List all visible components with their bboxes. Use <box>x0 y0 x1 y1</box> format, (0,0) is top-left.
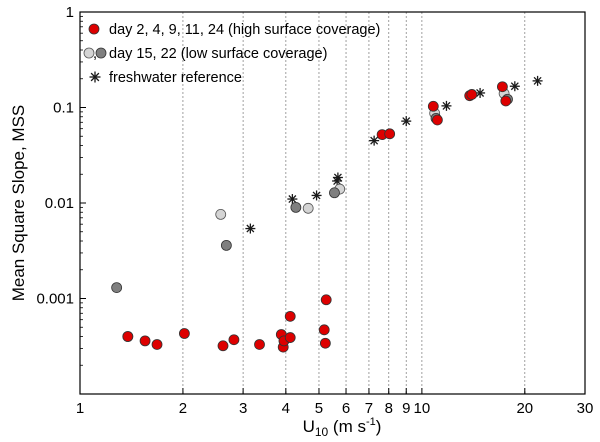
data-point-low-dark-3 <box>329 187 340 199</box>
data-point-low-dark-2 <box>290 201 302 213</box>
x-tick-label-6: 6 <box>342 400 350 417</box>
legend-marker-low-dark <box>95 47 107 59</box>
data-point-low-light-1 <box>215 208 227 220</box>
data-point-high-5 <box>228 334 240 346</box>
legend-marker-reference <box>89 71 101 83</box>
data-point-high-2 <box>151 339 163 350</box>
data-point-high-3 <box>178 328 190 339</box>
data-point-reference-9 <box>509 81 520 92</box>
x-tick-label-3: 3 <box>239 400 247 417</box>
legend-marker-low-light <box>83 47 95 59</box>
legend-marker-high <box>88 23 100 35</box>
x-tick-label-5: 5 <box>315 400 323 417</box>
data-point-high-18 <box>431 114 443 126</box>
data-point-low-dark-1 <box>220 239 232 251</box>
y-tick-label-0.1: 0.1 <box>53 100 74 117</box>
data-point-reference-2 <box>311 190 322 201</box>
data-point-reference-10 <box>532 75 543 86</box>
x-axis-title-subscript: 10 <box>315 425 329 439</box>
data-point-high-6 <box>254 339 265 350</box>
data-marks <box>111 75 543 353</box>
x-tick-label-1: 1 <box>76 400 84 417</box>
x-axis-title-unit: (m s <box>328 417 366 436</box>
x-tick-label-4: 4 <box>282 400 290 417</box>
data-point-high-13 <box>319 337 331 349</box>
y-axis-title: Mean Square Slope, MSS <box>9 105 28 302</box>
x-axis-title-unit-exponent: -1 <box>366 416 376 428</box>
data-point-high-11 <box>284 310 296 322</box>
data-point-high-14 <box>320 294 332 306</box>
axis-ticks: 1 2 3 4 5 6 7 8 9 10 20 30 0.001 0.01 0.1 1 <box>36 4 593 417</box>
x-tick-label-9: 9 <box>402 400 410 417</box>
x-axis-title-main: U <box>303 417 315 436</box>
data-point-high-1 <box>139 335 151 347</box>
x-tick-label-30: 30 <box>577 400 594 417</box>
data-point-reference-4 <box>332 172 343 183</box>
x-axis-title-unit-close: ) <box>376 417 382 436</box>
data-point-reference-5 <box>369 135 380 146</box>
y-tick-label-1: 1 <box>66 4 74 21</box>
data-point-reference-1 <box>287 194 298 205</box>
data-point-reference-6 <box>401 116 412 127</box>
legend-asterisk-glyph <box>89 71 101 83</box>
x-tick-label-20: 20 <box>516 400 533 417</box>
data-point-low-light-2 <box>302 202 314 214</box>
x-tick-label-2: 2 <box>179 400 187 417</box>
data-point-reference-0 <box>245 223 256 234</box>
x-tick-label-10: 10 <box>414 400 431 417</box>
x-tick-label-7: 7 <box>365 400 373 417</box>
data-point-reference-7 <box>441 100 452 111</box>
y-tick-label-0.001: 0.001 <box>36 291 74 308</box>
data-point-high-21 <box>497 81 508 93</box>
data-point-high-0 <box>122 331 134 342</box>
legend: day 2, 4, 9, 11, 24 (high surface covera… <box>83 22 380 86</box>
data-point-low-dark-0 <box>111 282 123 294</box>
data-point-high-4 <box>217 340 229 352</box>
data-point-high-10 <box>284 332 296 343</box>
data-point-high-17 <box>427 100 439 112</box>
x-tick-label-8: 8 <box>385 400 393 417</box>
legend-label-high: day 2, 4, 9, 11, 24 (high surface covera… <box>109 22 380 38</box>
legend-separator-comma: , <box>93 46 97 62</box>
data-point-high-12 <box>318 324 330 336</box>
data-point-high-16 <box>384 128 396 140</box>
y-tick-label-0.01: 0.01 <box>45 195 74 212</box>
data-point-high-22 <box>500 95 512 107</box>
data-point-high-20 <box>466 89 478 100</box>
legend-label-low: day 15, 22 (low surface coverage) <box>109 46 327 62</box>
legend-label-reference: freshwater reference <box>109 70 242 86</box>
x-axis-title: U10 (m s-1) <box>303 416 382 439</box>
